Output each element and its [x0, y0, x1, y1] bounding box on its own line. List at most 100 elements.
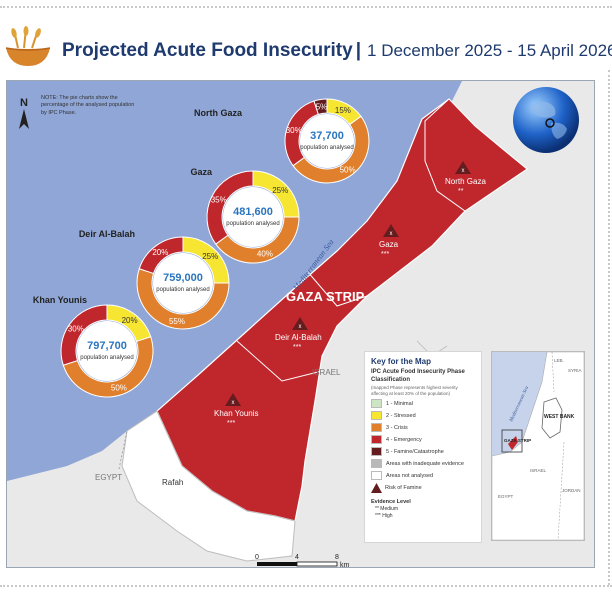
pie-area-name: Gaza: [190, 167, 213, 177]
pie-slice-label: 30%: [68, 324, 84, 333]
pie-slice-label: 20%: [152, 248, 168, 257]
pie-slice-label: 25%: [202, 252, 218, 261]
svg-text:x: x: [232, 400, 235, 406]
pie-center: [223, 187, 283, 247]
north-arrow: N: [17, 97, 31, 134]
inset-jordan-label: JORDAN: [562, 488, 581, 493]
title-text: Projected Acute Food Insecurity: [62, 40, 353, 61]
page-title: Projected Acute Food Insecurity | 1 Decemb…: [62, 40, 612, 62]
scale-tick-0: 0: [255, 554, 259, 561]
legend-phase-label: Areas not analysed: [386, 472, 434, 479]
egypt-border: [118, 430, 128, 470]
legend-subtitle: IPC Acute Food Insecurity Phase Classifi…: [371, 369, 465, 383]
legend-title: Key for the Map: [371, 357, 432, 366]
evidence-medium-mark: **: [375, 506, 379, 513]
pie-population-label: population analysed: [226, 221, 279, 227]
pie-slice-label: 5%: [316, 102, 328, 111]
map-legend: Key for the Map IPC Acute Food Insecurit…: [364, 351, 482, 543]
scale-bar: 0 4 8 km: [253, 551, 363, 567]
header: Projected Acute Food Insecurity | 1 Decemb…: [0, 22, 612, 92]
globe-icon: [513, 87, 579, 153]
famine-risk-marker: x: [455, 161, 471, 174]
pie-slice-label: 15%: [335, 106, 351, 115]
inset-highlight: [501, 429, 523, 453]
pie-area-name: Deir Al-Balah: [79, 229, 135, 239]
strip-label: GAZA STRIP: [286, 289, 365, 304]
pie-center: [77, 321, 137, 381]
legend-phase-label: 2 - Stressed: [386, 412, 416, 419]
pie-chart: 25% 40% 35% 481,600 population analysed Gaza: [190, 167, 300, 264]
area-label-north-gaza: North Gaza: [445, 177, 486, 186]
pie-slice-label: 55%: [169, 317, 185, 326]
pie-population-value: 759,000: [163, 272, 203, 284]
evidence-title: Evidence Level: [371, 499, 411, 506]
evidence-medium: ** Medium: [375, 506, 475, 512]
pie-slice-label: 35%: [211, 196, 227, 205]
bottom-dotted-border: [0, 585, 612, 587]
top-dotted-border: [0, 6, 612, 8]
legend-famine-risk-label: Risk of Famine: [385, 485, 422, 492]
locator-inset-map: Mediterranean Sea WEST BANK GAZA STRIP I…: [491, 351, 585, 541]
pie-slice: [136, 268, 230, 330]
legend-swatch: [371, 459, 382, 469]
inset-egypt-label: EGYPT: [498, 494, 514, 499]
pie-population-label: population analysed: [156, 287, 209, 293]
pie-slice-label: 20%: [122, 316, 138, 325]
inset-syria-label: SYRIA: [568, 368, 582, 373]
svg-text:x: x: [462, 168, 465, 174]
scale-tick-4: 4: [295, 554, 299, 561]
legend-phase-row: 1 - Minimal: [371, 399, 475, 409]
pie-slice: [206, 170, 254, 245]
famine-risk-icon: [371, 483, 382, 494]
svg-text:x: x: [390, 231, 393, 237]
pie-slice: [60, 304, 108, 366]
pie-population-value: 37,700: [310, 130, 344, 142]
legend-phase-row: 3 - Crisis: [371, 423, 475, 433]
inset-west-bank: [541, 397, 563, 439]
pie-slice: [292, 115, 370, 184]
legend-phase-label: 4 - Emergency: [386, 436, 422, 443]
evidence-khan-younis: ***: [227, 420, 235, 427]
legend-swatch: [371, 471, 382, 481]
inset-lebanon-label: LEB.: [554, 358, 564, 363]
projection-dates: 1 December 2025 - 15 April 2026: [367, 41, 612, 60]
north-arrow-icon: [19, 109, 29, 129]
legend-swatch: [371, 447, 382, 457]
legend-phase-row: Areas not analysed: [371, 471, 475, 481]
legend-phase-label: Areas with inadequate evidence: [386, 460, 464, 467]
legend-phase-row: 5 - Famine/Catastrophe: [371, 447, 475, 457]
gaza-boundary: [306, 270, 368, 307]
deir-al-balah-boundary: [236, 340, 323, 382]
pie-slice: [313, 98, 328, 116]
legend-famine-risk: Risk of Famine: [371, 483, 475, 494]
legend-swatch: [371, 435, 382, 445]
evidence-deir-al-balah: ***: [293, 344, 301, 351]
pie-slice-label: 50%: [111, 384, 127, 393]
inset-gaza: [508, 436, 518, 450]
pie-slice-label: 40%: [257, 250, 273, 259]
area-label-gaza: Gaza: [379, 240, 399, 249]
legend-phase-row: Areas with inadequate evidence: [371, 459, 475, 469]
egypt-label: EGYPT: [95, 473, 122, 482]
evidence-high-label: High: [382, 513, 393, 520]
right-dotted-border: [608, 70, 610, 585]
pie-area-name: North Gaza: [194, 108, 243, 118]
pie-slice-label: 30%: [286, 126, 302, 135]
israel-label: ISRAEL: [312, 368, 341, 377]
inset-west-bank-label: WEST BANK: [544, 414, 575, 420]
legend-phase-row: 4 - Emergency: [371, 435, 475, 445]
evidence-gaza: ***: [381, 251, 389, 258]
pie-slice-label: 25%: [272, 186, 288, 195]
inset-canvas: Mediterranean Sea WEST BANK GAZA STRIP I…: [492, 352, 584, 540]
famine-risk-marker: x: [225, 393, 241, 406]
pie-population-label: population analysed: [300, 145, 353, 151]
legend-swatch: [371, 423, 382, 433]
rafah-not-analysed: [121, 410, 296, 562]
area-label-deir-al-balah: Deir Al-Balah: [275, 333, 322, 342]
famine-risk-marker: x: [383, 224, 399, 237]
evidence-high: *** High: [375, 513, 475, 519]
pie-population-value: 797,700: [87, 340, 127, 352]
pie-center: [300, 114, 354, 168]
legend-phase-label: 3 - Crisis: [386, 424, 408, 431]
legend-phase-label: 5 - Famine/Catastrophe: [386, 448, 444, 455]
